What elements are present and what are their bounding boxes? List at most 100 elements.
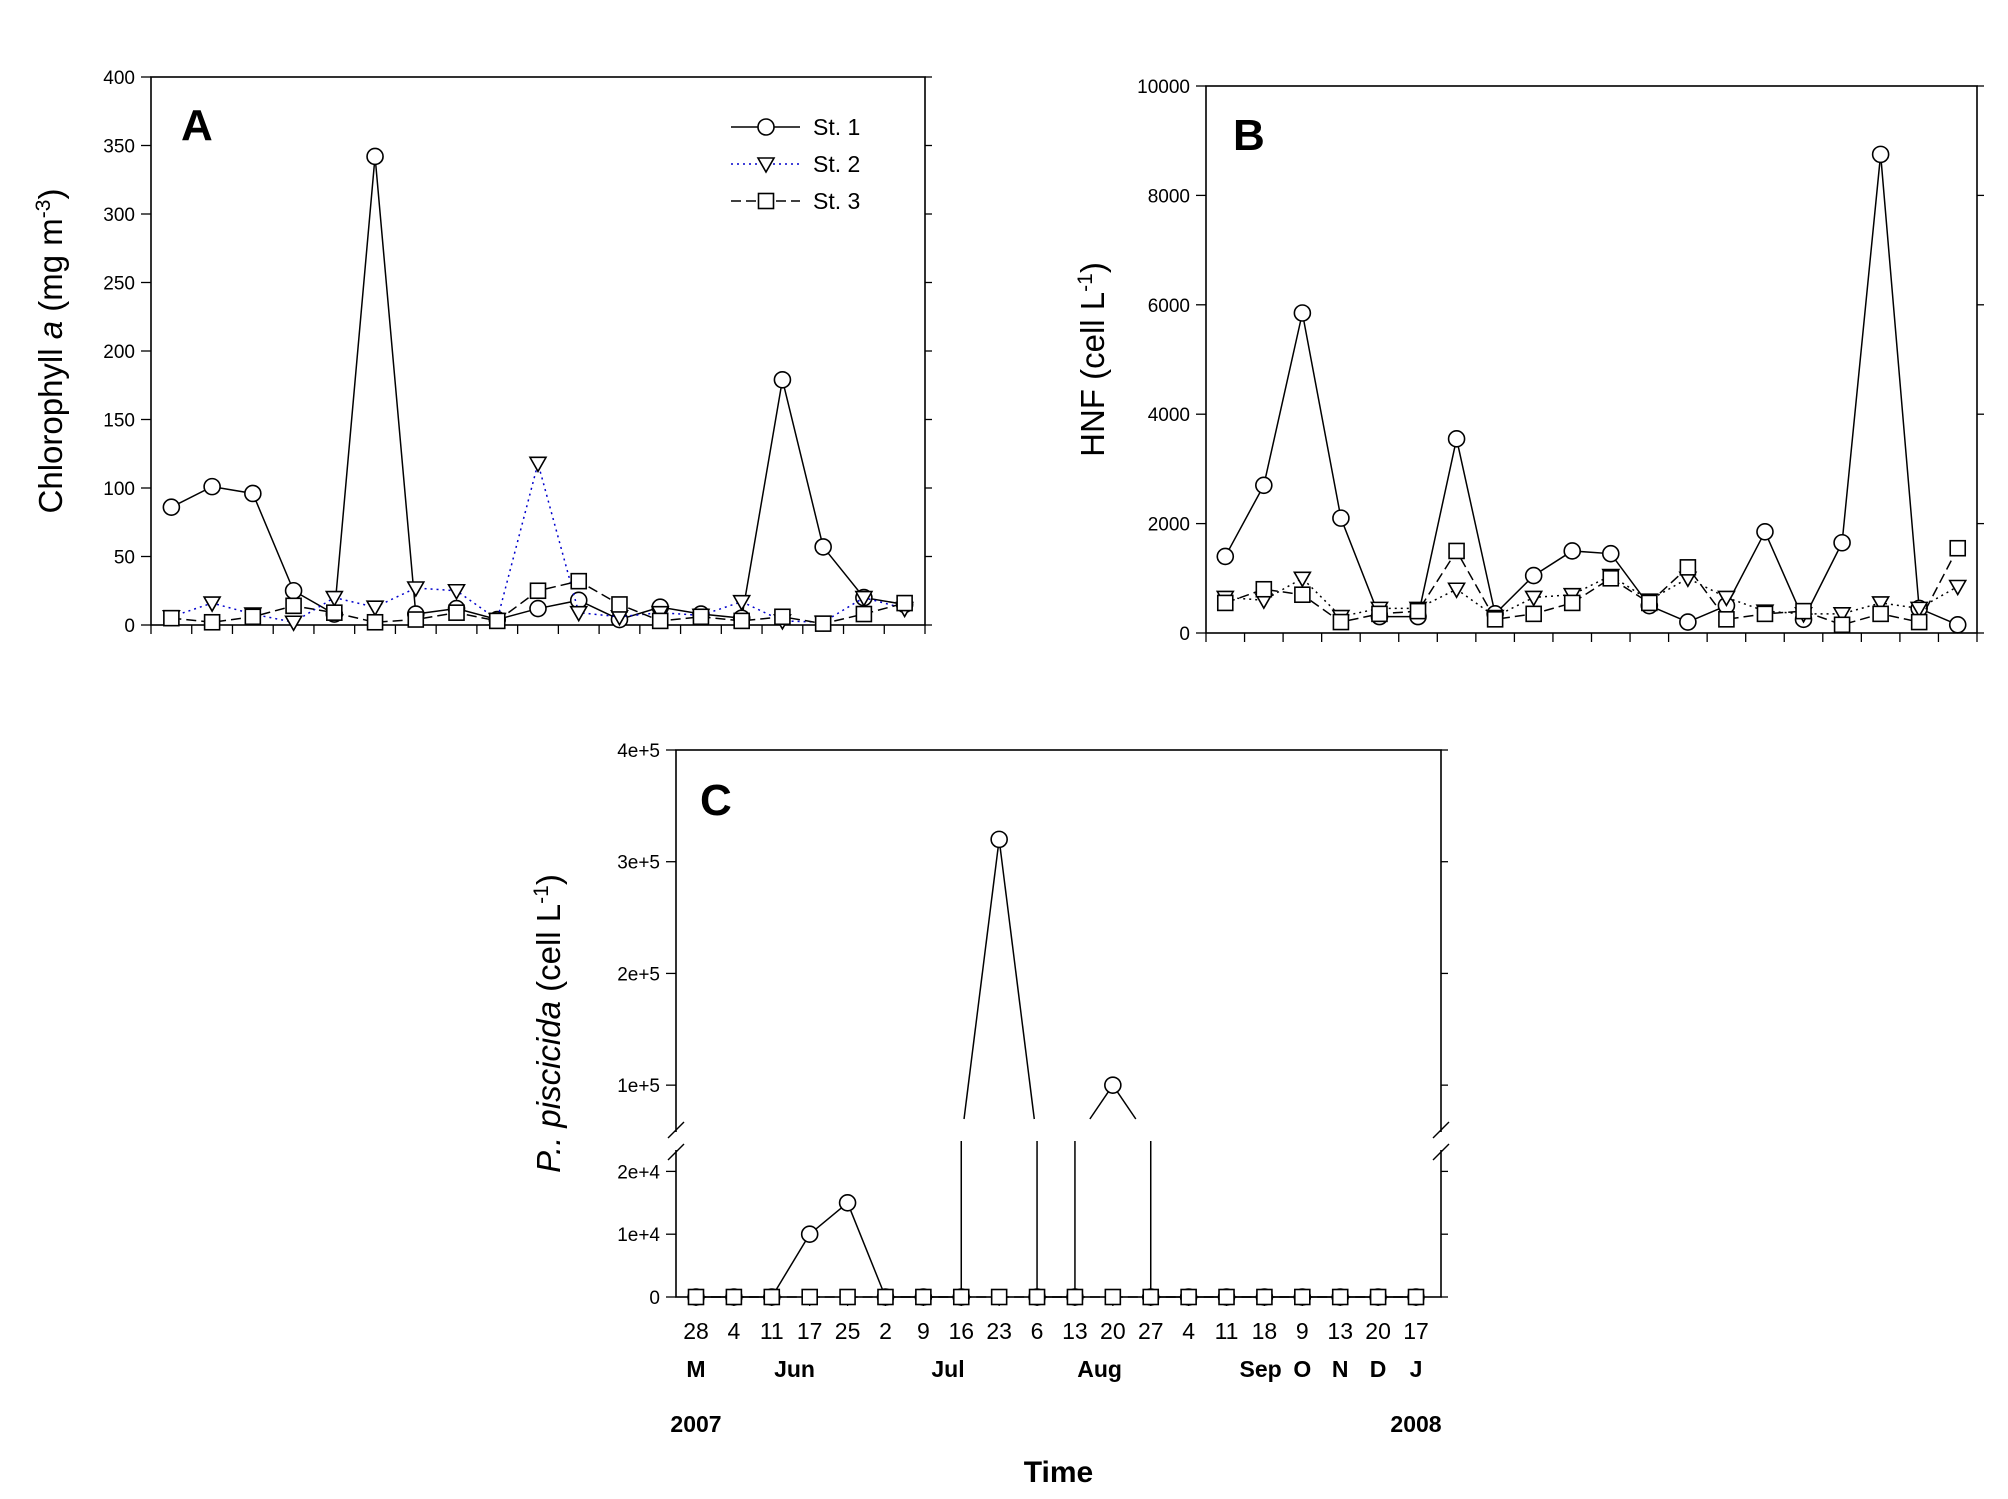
data-point — [1795, 602, 1812, 620]
data-point — [1369, 1288, 1387, 1306]
x-tick-label: 18 — [1252, 1318, 1278, 1344]
x-tick-label: 23 — [986, 1318, 1012, 1344]
data-point — [774, 608, 791, 626]
data-point — [1180, 1288, 1197, 1306]
data-point — [1910, 613, 1928, 631]
data-point — [1448, 542, 1465, 560]
data-point — [1601, 544, 1620, 563]
series-line-segment — [963, 839, 1000, 1120]
y-tick-label: 10000 — [1137, 77, 1190, 98]
chart-panel-a: 0 50 100 150 200 250 300 350 400 Chlorophyll a (m… — [32, 68, 932, 637]
y-axis-label: Chlorophyll a (mg m-3) — [32, 189, 69, 514]
y-tick-label: 2e+5 — [617, 964, 660, 985]
series-st-3 — [1216, 539, 1967, 634]
x-axis-label: Time — [1024, 1456, 1093, 1489]
panel-label: A — [181, 101, 213, 150]
data-point — [529, 599, 547, 618]
data-point — [163, 609, 180, 627]
month-label: Jun — [774, 1356, 815, 1382]
data-point — [1447, 430, 1466, 448]
data-point — [800, 1225, 819, 1243]
data-point — [1142, 1288, 1160, 1306]
data-point — [854, 590, 874, 608]
data-point — [611, 596, 628, 613]
series-line — [1224, 154, 1959, 626]
y-tick-label: 6000 — [1148, 296, 1190, 317]
data-point — [915, 1288, 932, 1306]
x-tick-label: 4 — [1182, 1318, 1195, 1344]
series-st-3 — [687, 1288, 1425, 1306]
data-point — [814, 538, 832, 556]
data-point — [202, 596, 222, 613]
data-point — [284, 615, 303, 632]
chart-panel-b: 0 2000 4000 6000 8000 10000 HNF (cell L-1) B — [1074, 77, 1984, 645]
data-point — [284, 581, 303, 600]
y-tick-label: 0 — [124, 616, 135, 637]
axis-break-mark — [1432, 1143, 1450, 1161]
data-point — [366, 147, 384, 166]
legend-marker — [757, 118, 775, 136]
data-point — [570, 572, 588, 590]
y-tick-label: 2e+4 — [617, 1162, 660, 1183]
x-tick-label: 16 — [948, 1318, 974, 1344]
y-tick-label: 1e+5 — [617, 1076, 660, 1097]
month-label: D — [1370, 1356, 1387, 1382]
legend-label: St. 2 — [813, 151, 860, 177]
legend-marker — [757, 192, 775, 210]
y-tick-label: 3e+5 — [617, 853, 660, 874]
plot-frame — [1205, 85, 1978, 634]
legend-marker — [756, 157, 776, 174]
series-st-1 — [687, 830, 1425, 1306]
data-point — [285, 597, 302, 615]
month-label: J — [1410, 1356, 1423, 1382]
month-label: Sep — [1240, 1356, 1282, 1382]
data-point — [692, 608, 710, 626]
x-tick-label: 27 — [1138, 1318, 1164, 1344]
series-st-2 — [1215, 568, 1968, 627]
data-point — [896, 594, 913, 612]
data-point — [1331, 1288, 1349, 1306]
data-point — [1679, 613, 1697, 631]
axis-break-mark — [1432, 1121, 1450, 1139]
x-tick-label: 20 — [1365, 1318, 1391, 1344]
data-point — [1255, 580, 1273, 598]
x-tick-label: 17 — [797, 1318, 823, 1344]
y-tick-label: 0 — [1179, 624, 1190, 645]
data-point — [244, 484, 262, 503]
y-axis-label: P.. piscicida (cell L-1) — [530, 874, 567, 1173]
data-point — [1871, 596, 1891, 613]
data-point — [990, 1288, 1008, 1306]
data-point — [1602, 569, 1620, 587]
data-point — [1833, 616, 1851, 634]
y-tick-label: 100 — [103, 479, 135, 500]
data-point — [1679, 559, 1697, 576]
data-point — [687, 1288, 705, 1306]
data-point — [1871, 145, 1890, 164]
y-tick-label: 350 — [103, 137, 135, 158]
data-point — [407, 611, 425, 628]
data-point — [1949, 539, 1967, 557]
data-point — [1909, 601, 1929, 618]
legend: St. 1 St. 2 St. 3 — [731, 114, 860, 214]
data-point — [733, 612, 750, 630]
legend-label: St. 3 — [813, 188, 860, 214]
series-line-segment — [998, 839, 1036, 1120]
month-label: Aug — [1077, 1356, 1122, 1382]
data-point — [1104, 1076, 1122, 1094]
series-st-1 — [1216, 145, 1967, 634]
data-point — [1332, 613, 1350, 631]
data-point — [1371, 605, 1388, 623]
data-point — [1255, 476, 1273, 495]
data-point — [447, 583, 466, 601]
data-point — [877, 1288, 894, 1306]
y-tick-label: 4e+5 — [617, 741, 660, 762]
data-point — [1447, 582, 1466, 599]
y-tick-label: 2000 — [1148, 515, 1190, 536]
x-tick-label: 28 — [683, 1318, 709, 1344]
data-point — [365, 600, 385, 617]
data-point — [1218, 1288, 1235, 1306]
data-point — [814, 615, 832, 632]
data-point — [1407, 1288, 1425, 1306]
data-point — [324, 590, 344, 608]
axis-break-mark — [667, 1121, 685, 1139]
